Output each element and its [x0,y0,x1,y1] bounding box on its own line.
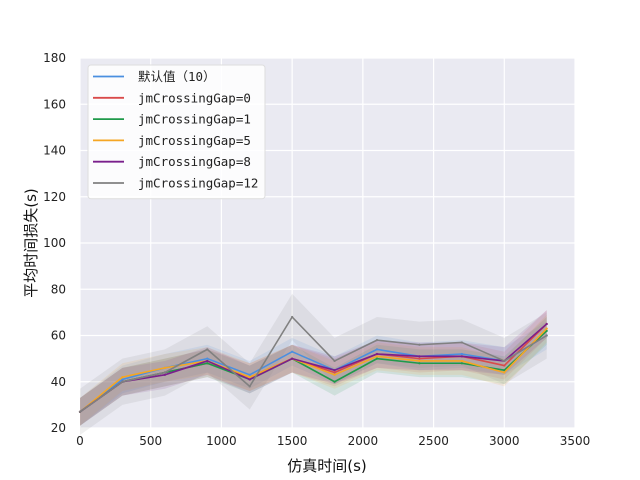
data-point [545,327,548,330]
data-point [291,350,294,353]
data-point [545,334,548,337]
series-line [79,323,548,413]
data-point [291,315,294,319]
data-point [460,352,463,356]
y-tick-label: 160 [43,97,66,111]
series-lines [78,315,548,413]
legend-label: 默认值（10） [138,69,216,84]
data-point [375,339,379,342]
legend-label: jmCrossingGap=1 [138,112,251,127]
confidence-band [80,321,547,426]
x-tick-label: 2000 [348,434,379,448]
y-axis-label: 平均时间损失(s) [22,188,40,298]
data-point [375,352,379,356]
x-tick-label: 1000 [206,434,237,448]
data-point [375,348,379,351]
data-point [503,369,506,372]
data-point [163,373,166,376]
legend-label: jmCrossingGap=8 [138,154,251,169]
data-point [248,385,251,388]
data-point [375,357,379,360]
data-point [248,376,251,379]
y-tick-label: 80 [51,282,66,296]
data-point [248,373,251,376]
data-point [333,380,336,383]
x-tick-label: 3000 [489,434,520,448]
legend: 默认值（10） jmCrossingGap=0 jmCrossingGap=1 jmC… [87,64,266,200]
series-line [79,316,548,413]
legend-label: jmCrossingGap=5 [138,133,251,148]
data-point [121,378,124,381]
data-point [248,378,251,381]
data-point [503,371,506,374]
data-point [545,322,548,326]
data-point [418,357,421,360]
y-axis-ticks: 20 40 60 80 100 120 140 160 180 [43,51,66,435]
data-point [418,362,421,365]
data-point [545,329,548,332]
y-tick-label: 120 [43,190,66,204]
confidence-band [80,310,547,426]
data-point [206,357,209,360]
y-tick-label: 100 [43,236,66,250]
data-point [163,366,166,369]
y-tick-label: 60 [51,329,66,343]
x-tick-label: 1500 [277,434,308,448]
data-point [291,357,294,360]
data-point [121,380,124,383]
legend-label: jmCrossingGap=0 [138,90,251,105]
legend-label: jmCrossingGap=12 [138,176,258,191]
data-point [333,371,336,374]
x-axis-label: 仿真时间(s) [287,457,367,475]
confidence-band [80,293,547,435]
confidence-band [80,317,547,426]
data-point [333,373,336,376]
x-tick-label: 500 [139,434,162,448]
data-point [163,371,166,374]
y-tick-label: 140 [43,144,66,158]
y-tick-label: 40 [51,375,66,389]
series-line [79,328,548,413]
legend-box [87,64,266,200]
data-point [460,359,463,363]
data-point [503,359,506,363]
data-point [460,362,463,365]
y-tick-label: 20 [51,421,66,435]
data-point [460,341,463,344]
data-point [460,355,463,358]
x-axis-ticks: 0 500 1000 1500 2000 2500 3000 3500 [76,434,590,448]
data-point [206,362,209,365]
data-point [503,364,506,367]
data-point [418,359,421,363]
data-point [78,410,82,413]
data-point [333,369,336,372]
data-point [418,343,421,346]
data-point [206,348,209,351]
data-point [333,359,336,363]
data-point [418,355,421,358]
x-tick-label: 3500 [560,434,591,448]
data-point [206,359,209,363]
x-tick-label: 0 [76,434,84,448]
data-point [121,376,124,379]
confidence-band [80,310,547,426]
data-point [375,355,379,358]
x-tick-label: 2500 [418,434,449,448]
y-tick-label: 180 [43,51,66,65]
